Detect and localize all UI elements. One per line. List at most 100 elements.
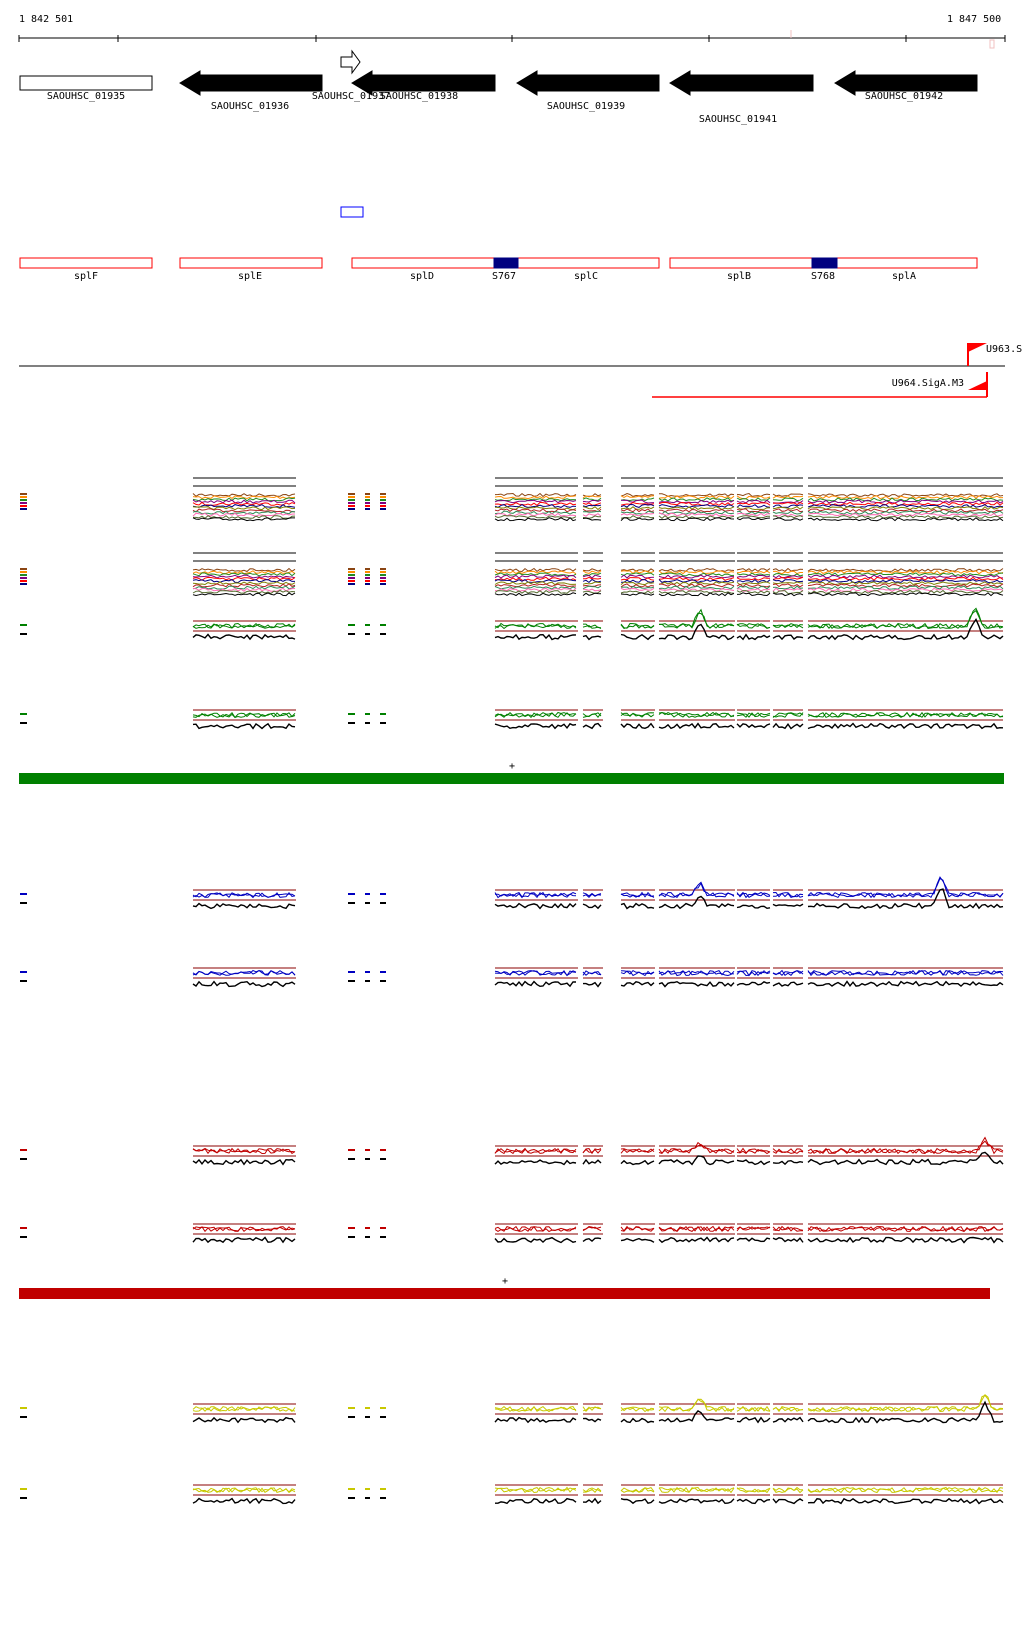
signal-line (192, 1236, 296, 1244)
signal-line (773, 501, 804, 506)
signal-line (736, 572, 771, 576)
operon-box[interactable] (179, 257, 323, 269)
gene-arrow[interactable] (669, 70, 814, 96)
signal-line (772, 510, 804, 515)
signal-line (582, 722, 602, 730)
signal-line (658, 711, 734, 718)
operon-box[interactable] (19, 257, 153, 269)
signal-line (620, 622, 655, 629)
signal-tick (365, 499, 370, 501)
signal-line (620, 1148, 655, 1153)
signal-line (582, 1225, 602, 1231)
promoter-label: U964.SigA.M3 (892, 378, 964, 389)
gene-saouhsc_01935[interactable]: SAOUHSC_01935 (19, 75, 153, 102)
signal-line (736, 570, 771, 574)
signal-tick (20, 493, 27, 495)
signal-line (494, 722, 577, 730)
signal-line (736, 1498, 771, 1505)
signal-line (658, 512, 735, 517)
signal-line (494, 892, 577, 899)
signal-line (582, 572, 602, 577)
signal-tick (20, 971, 27, 973)
signal-line (192, 506, 296, 511)
signal-line (620, 1407, 655, 1412)
signal-line (659, 517, 735, 522)
paired-signal-track (20, 1394, 1004, 1424)
gene-saouhsc_01938[interactable]: SAOUHSC_01938 (351, 70, 496, 102)
signal-line (658, 1398, 734, 1413)
signal-line (772, 592, 804, 597)
signal-line (736, 1148, 771, 1155)
signal-tick (380, 571, 386, 573)
signal-line (582, 517, 602, 521)
signal-line (772, 508, 804, 513)
signal-line (807, 1140, 1004, 1155)
signal-tick (365, 502, 370, 504)
signal-line (772, 1407, 804, 1412)
signal-line (807, 578, 1004, 584)
gene-arrow[interactable] (351, 70, 496, 96)
signal-line (192, 1487, 296, 1493)
signal-line (495, 1497, 577, 1505)
signal-line (807, 517, 1004, 522)
gene-saouhsc_01942[interactable]: SAOUHSC_01942 (834, 70, 978, 102)
expand-plus-button[interactable]: + (509, 761, 515, 772)
signal-line (494, 495, 577, 500)
signal-line (192, 493, 296, 497)
signal-line (736, 515, 770, 519)
gene-arrow[interactable] (340, 49, 361, 75)
signal-line (582, 574, 602, 579)
signal-tick (20, 633, 27, 635)
small-blue-feature[interactable] (340, 206, 364, 218)
signal-tick (365, 624, 370, 626)
signal-line (736, 980, 771, 986)
signal-line (658, 567, 735, 572)
signal-line (192, 633, 296, 641)
signal-tick (380, 1488, 386, 1490)
signal-line (807, 607, 1004, 630)
signal-line (658, 1487, 735, 1493)
signal-line (582, 590, 602, 594)
gene-arrow[interactable] (179, 70, 323, 96)
gene-saouhsc_01937[interactable]: SAOUHSC_01937 (312, 49, 390, 102)
signal-tick (348, 574, 355, 576)
srna-s768[interactable] (811, 257, 838, 269)
promoter-u964[interactable]: U964.SigA.M3 (652, 372, 988, 398)
signal-line (658, 1409, 735, 1423)
gene-arrow[interactable] (516, 70, 660, 96)
signal-line (582, 1406, 602, 1412)
signal-line (772, 712, 804, 718)
gene-saouhsc_01939[interactable]: SAOUHSC_01939 (516, 70, 660, 112)
signal-line (620, 633, 655, 641)
signal-line (736, 504, 771, 508)
signal-tick (380, 502, 386, 504)
signal-line (192, 589, 296, 594)
signal-tick (20, 583, 27, 585)
signal-tick (348, 1407, 355, 1409)
srna-s767[interactable] (493, 257, 519, 269)
signal-tick (380, 1407, 386, 1409)
signal-line (192, 1158, 296, 1166)
signal-tick (365, 1497, 370, 1499)
signal-line (582, 581, 602, 585)
signal-line (772, 1159, 804, 1166)
operon-label-spld: splD (410, 271, 434, 282)
signal-tick (348, 722, 355, 724)
signal-tick (20, 580, 27, 582)
signal-line (582, 513, 602, 517)
gene-saouhsc_01941[interactable]: SAOUHSC_01941 (669, 70, 814, 125)
expand-plus-button[interactable]: + (502, 1276, 508, 1287)
gene-shape[interactable] (19, 75, 153, 91)
promoter-u963[interactable]: U963.S (967, 343, 1022, 366)
signal-line (582, 576, 602, 580)
signal-tick (20, 505, 27, 507)
signal-tick (20, 1227, 27, 1229)
signal-tick (380, 583, 386, 585)
gene-arrow[interactable] (834, 70, 978, 96)
gene-saouhsc_01936[interactable]: SAOUHSC_01936 (179, 70, 323, 112)
signal-line (620, 891, 655, 898)
end-coordinate: 1 847 500 (947, 14, 1001, 25)
signal-tick (20, 1149, 27, 1151)
signal-tick (365, 1407, 370, 1409)
signal-line (582, 1497, 602, 1505)
